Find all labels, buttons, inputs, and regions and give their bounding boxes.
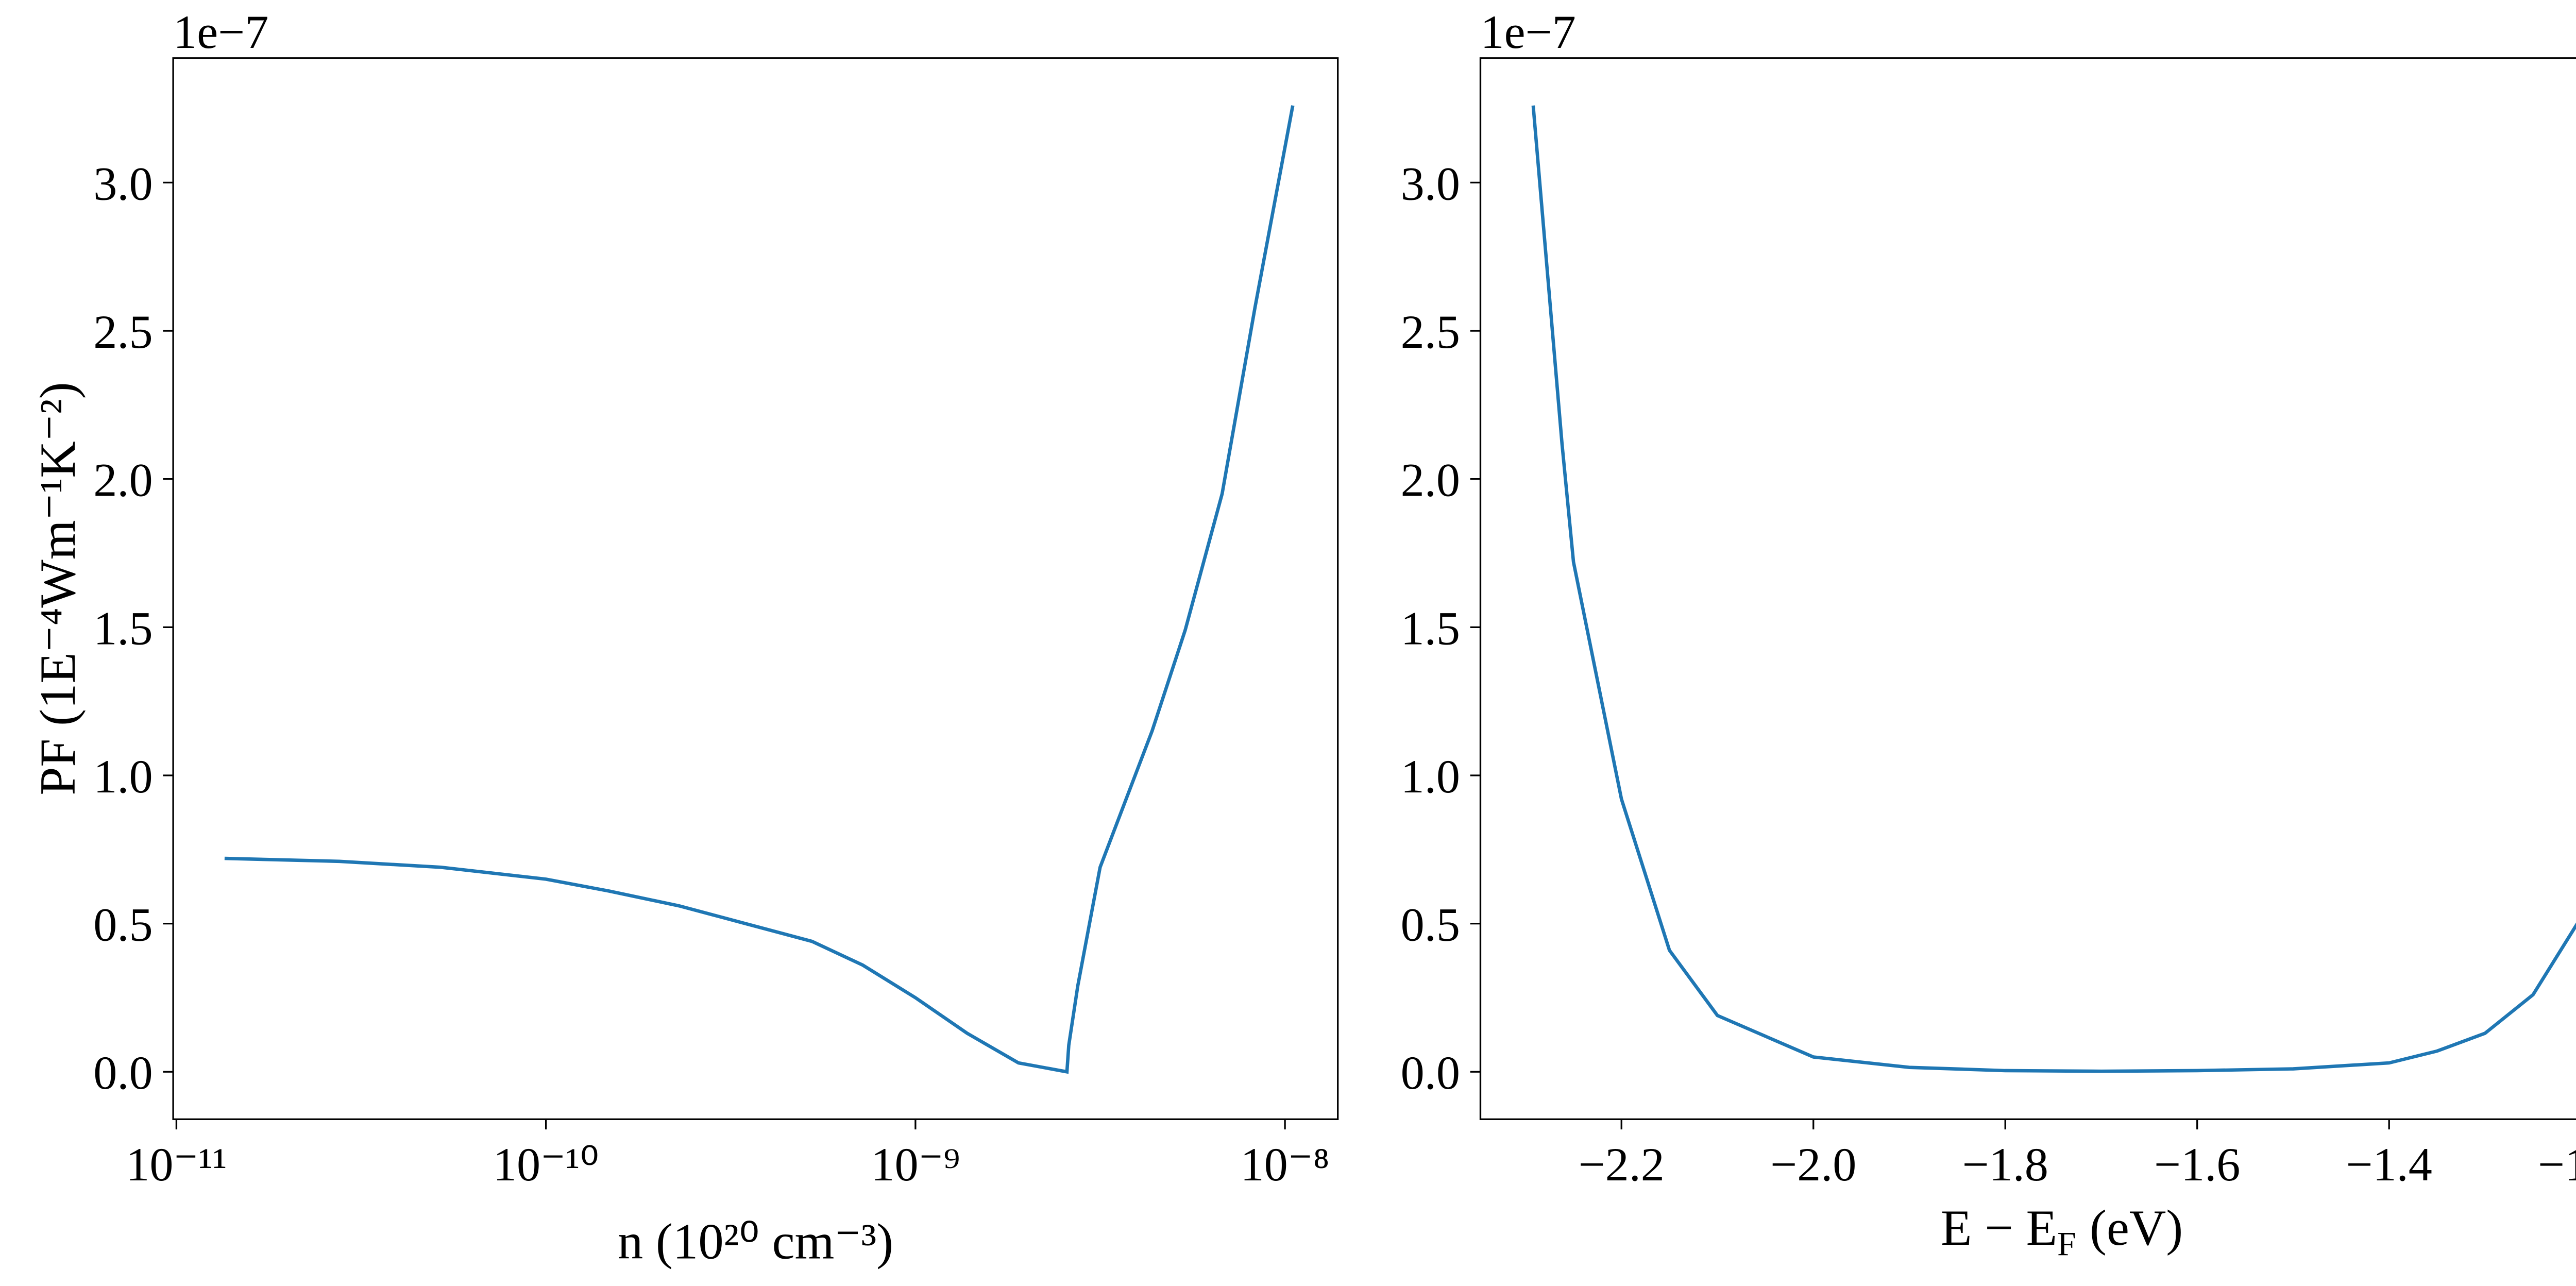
x-label-main: E − E	[1941, 1200, 2057, 1256]
y-tick-label: 1.5	[1401, 602, 1460, 654]
y-tick-label: 0.5	[1401, 899, 1460, 951]
axes-frame	[1479, 57, 2576, 1120]
y-axis-label: PF (1E⁻⁴Wm⁻¹K⁻²)	[30, 382, 86, 796]
x-label-subscript: F	[2057, 1225, 2076, 1263]
y-tick-label: 0.0	[1401, 1046, 1460, 1099]
x-tick-label: −1.6	[2154, 1138, 2240, 1191]
y-tick-label: 2.0	[93, 454, 152, 506]
x-tick-label: −1.4	[2346, 1138, 2432, 1191]
x-label-unit: (eV)	[2090, 1200, 2183, 1256]
y-offset-label: 1e−7	[1480, 6, 1575, 58]
y-tick-label: 1.0	[1401, 750, 1460, 803]
y-tick-label: 3.0	[93, 157, 152, 210]
x-tick-label: −2.0	[1770, 1138, 1856, 1191]
x-tick-label: 10⁻¹¹	[126, 1138, 227, 1191]
x-tick-label: −2.2	[1579, 1138, 1665, 1191]
y-tick-label: 2.5	[1401, 306, 1460, 358]
y-tick-label: 0.0	[93, 1046, 152, 1099]
y-tick-label: 2.5	[93, 306, 152, 358]
axes-frame	[172, 57, 1339, 1120]
x-axis-label: E − EF (eV)	[1941, 1200, 2183, 1263]
y-offset-label: 1e−7	[173, 6, 268, 58]
y-tick-label: 1.5	[93, 602, 152, 654]
x-tick-label: 10⁻⁹	[871, 1138, 960, 1191]
subplot: 0.0 0.5 1.0 1.5 2.0 2.5 3.0 10⁻¹¹ 10⁻¹⁰ 10⁻⁹ 10⁻⁸ 1…	[30, 6, 1339, 1270]
x-tick-label: 10⁻¹⁰	[493, 1138, 599, 1191]
data-line	[224, 105, 1295, 1074]
x-tick-label: −1.2	[2538, 1138, 2576, 1191]
x-tick-label: −1.8	[1962, 1138, 2048, 1191]
subplot: 0.0 0.5 1.0 1.5 2.0 2.5 3.0 −2.2 −2.0 −1.8 −1.6 −1.…	[1401, 6, 2576, 1263]
y-tick-label: 1.0	[93, 750, 152, 803]
data-line	[1531, 105, 2576, 1073]
y-tick-label: 2.0	[1401, 454, 1460, 506]
y-tick-label: 3.0	[1401, 157, 1460, 210]
x-tick-label: 10⁻⁸	[1241, 1138, 1330, 1191]
y-tick-label: 0.5	[93, 899, 152, 951]
x-axis-label: n (10²⁰ cm⁻³)	[618, 1214, 893, 1270]
